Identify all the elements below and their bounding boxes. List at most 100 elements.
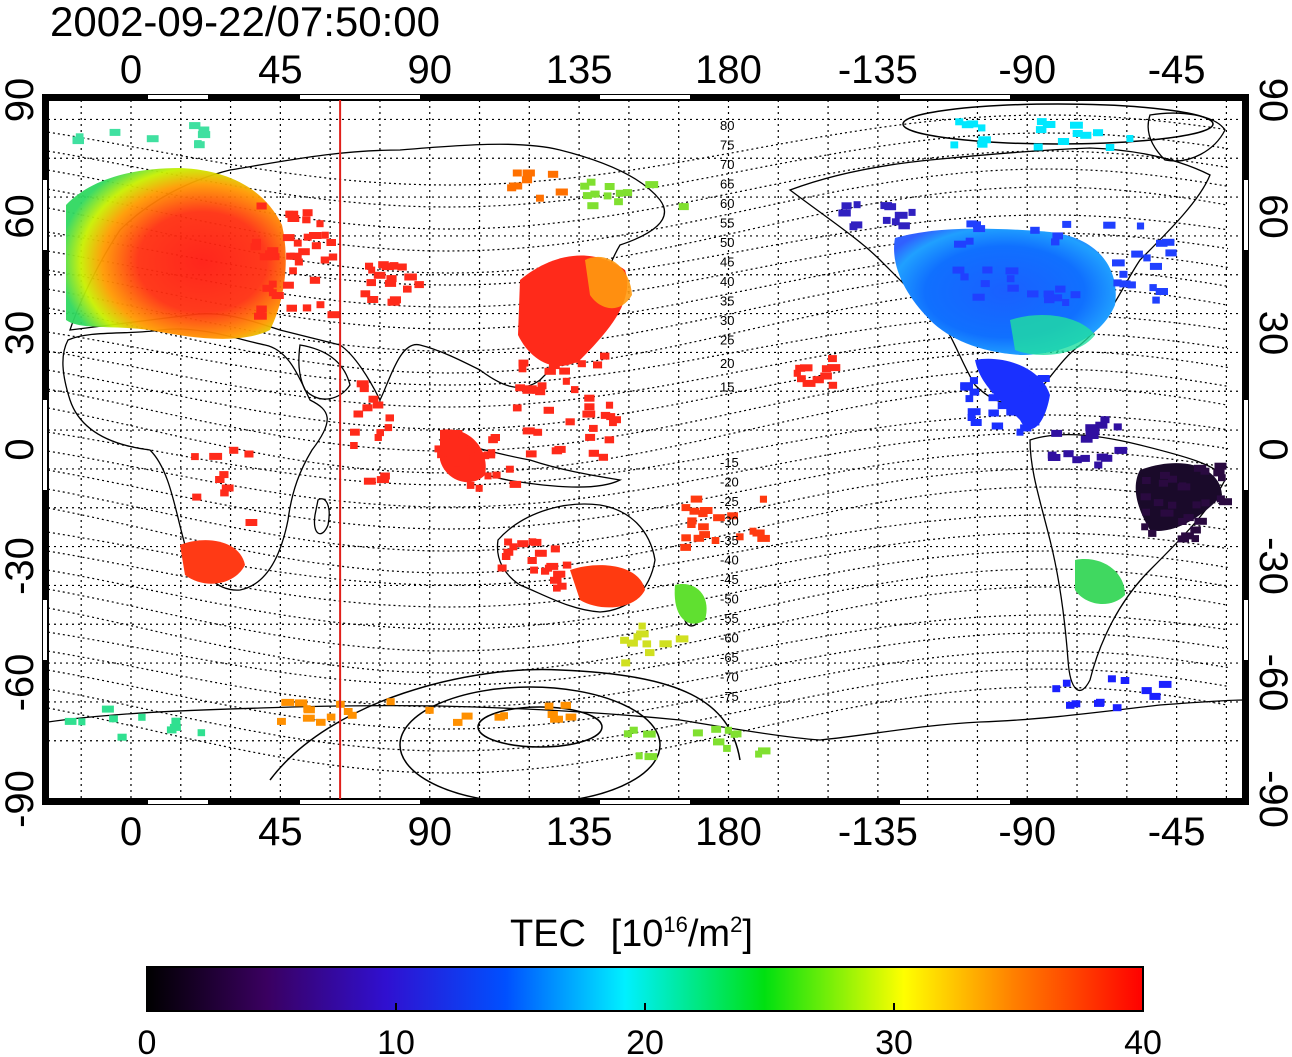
tec-cell — [359, 385, 369, 393]
tec-cell — [821, 365, 832, 373]
lat-tick-label-right: -60 — [1251, 654, 1292, 712]
tec-cell — [550, 715, 563, 723]
tec-cell — [980, 280, 990, 288]
tec-cell — [1136, 222, 1145, 230]
tec-cell — [302, 714, 315, 722]
tec-cell — [524, 385, 537, 393]
tec-cell — [606, 413, 616, 421]
tec-cell — [192, 493, 202, 501]
mlat-label: -65 — [720, 650, 739, 665]
tec-cell — [970, 419, 982, 426]
tec-cell — [1032, 403, 1043, 411]
tec-cell — [376, 476, 389, 484]
tec-cell — [512, 404, 522, 412]
axis-labels-bottom: 0 45 90 135 180 -135 -90 -45 — [120, 810, 1206, 854]
tec-cell — [908, 208, 916, 216]
tec-cell — [256, 305, 267, 313]
lon-tick-label-top: -45 — [1148, 48, 1206, 92]
tec-cell — [515, 384, 525, 392]
lon-tick-label-top: 135 — [546, 48, 613, 92]
mlat-contour — [48, 350, 1229, 430]
tec-cell — [1051, 294, 1063, 302]
tec-cell — [973, 221, 981, 229]
tec-cell — [1191, 535, 1199, 543]
tec-cell — [146, 135, 159, 143]
tec-cell — [425, 706, 434, 714]
tec-cell — [386, 275, 397, 283]
tec-cell — [1029, 383, 1038, 390]
tec-cell — [1093, 129, 1104, 137]
tec-cell — [289, 252, 302, 260]
lon-tick-label-top: -135 — [838, 48, 918, 92]
tec-cell — [326, 239, 336, 246]
tec-cell — [562, 561, 572, 569]
lon-tick-label-bottom: -90 — [998, 810, 1056, 854]
tec-cell — [568, 355, 580, 363]
tec-cell — [1044, 296, 1055, 304]
tec-cell — [466, 481, 475, 489]
axis-labels-left: 90 60 30 0 -30 -60 -90 — [0, 78, 42, 828]
tec-cell — [441, 438, 451, 446]
tec-cell — [699, 507, 713, 514]
tec-cell — [373, 271, 386, 279]
tec-cell — [698, 523, 709, 531]
tec-cell — [191, 453, 199, 461]
tec-cell — [1096, 453, 1109, 461]
colorbar-tick-label: 40 — [1124, 1024, 1162, 1057]
tec-cell — [559, 367, 570, 375]
tec-cell — [1183, 514, 1194, 522]
tec-cell — [1062, 299, 1070, 306]
tec-cell — [880, 202, 892, 210]
tec-cell — [1006, 408, 1016, 416]
tec-cell — [350, 428, 360, 436]
tec-cell — [453, 718, 463, 726]
tec-cell — [589, 424, 598, 432]
lon-tick-label-top: -90 — [998, 48, 1056, 92]
tec-cell — [1112, 704, 1122, 712]
tec-cell — [1057, 138, 1070, 145]
tec-cell — [303, 706, 315, 714]
mlat-label: -35 — [720, 533, 739, 548]
tec-cell — [219, 471, 229, 479]
tec-cell — [507, 184, 517, 192]
tec-cell — [277, 717, 286, 725]
mlat-label: -60 — [720, 631, 739, 646]
tec-cell — [1006, 275, 1015, 283]
tec-cell — [287, 215, 300, 222]
tec-cell — [518, 359, 529, 367]
tec-cell — [367, 296, 379, 303]
tec-cell — [609, 419, 617, 427]
tec-cell — [378, 261, 389, 269]
mlat-label: 25 — [720, 333, 734, 348]
timestamp-title: 2002-09-22/07:50:00 — [50, 0, 440, 45]
lat-tick-label-right: -30 — [1251, 537, 1292, 595]
tec-cell — [1193, 464, 1207, 472]
tec-cell — [1160, 509, 1169, 517]
tec-cell — [553, 570, 566, 578]
tec-cell — [615, 189, 624, 197]
tec-cell — [550, 545, 560, 553]
tec-cell — [577, 360, 586, 368]
mlat-label: 80 — [720, 118, 734, 133]
tec-cell — [449, 437, 459, 445]
colorbar: TEC [1016/m2] 0 10 20 30 40 — [138, 912, 1162, 1057]
tec-cell — [547, 170, 559, 178]
tec-south-africa — [180, 540, 245, 584]
tec-cell — [109, 715, 118, 723]
tec-cell — [1036, 118, 1047, 126]
tec-cell — [1213, 469, 1225, 477]
tec-cell — [586, 178, 596, 186]
tec-cell — [1094, 699, 1104, 707]
tec-cell — [645, 649, 655, 657]
tec-brazil-east — [1135, 463, 1222, 531]
tec-cell — [699, 531, 710, 539]
tec-cell — [1179, 482, 1187, 490]
tec-cell — [1201, 499, 1210, 507]
tec-cell — [189, 122, 201, 130]
mlat-label: -75 — [720, 689, 739, 704]
tec-cell — [171, 717, 181, 725]
tec-cell — [582, 192, 592, 200]
tec-cell — [75, 133, 84, 141]
tec-cell — [316, 301, 325, 309]
mlat-contour — [48, 368, 1229, 452]
